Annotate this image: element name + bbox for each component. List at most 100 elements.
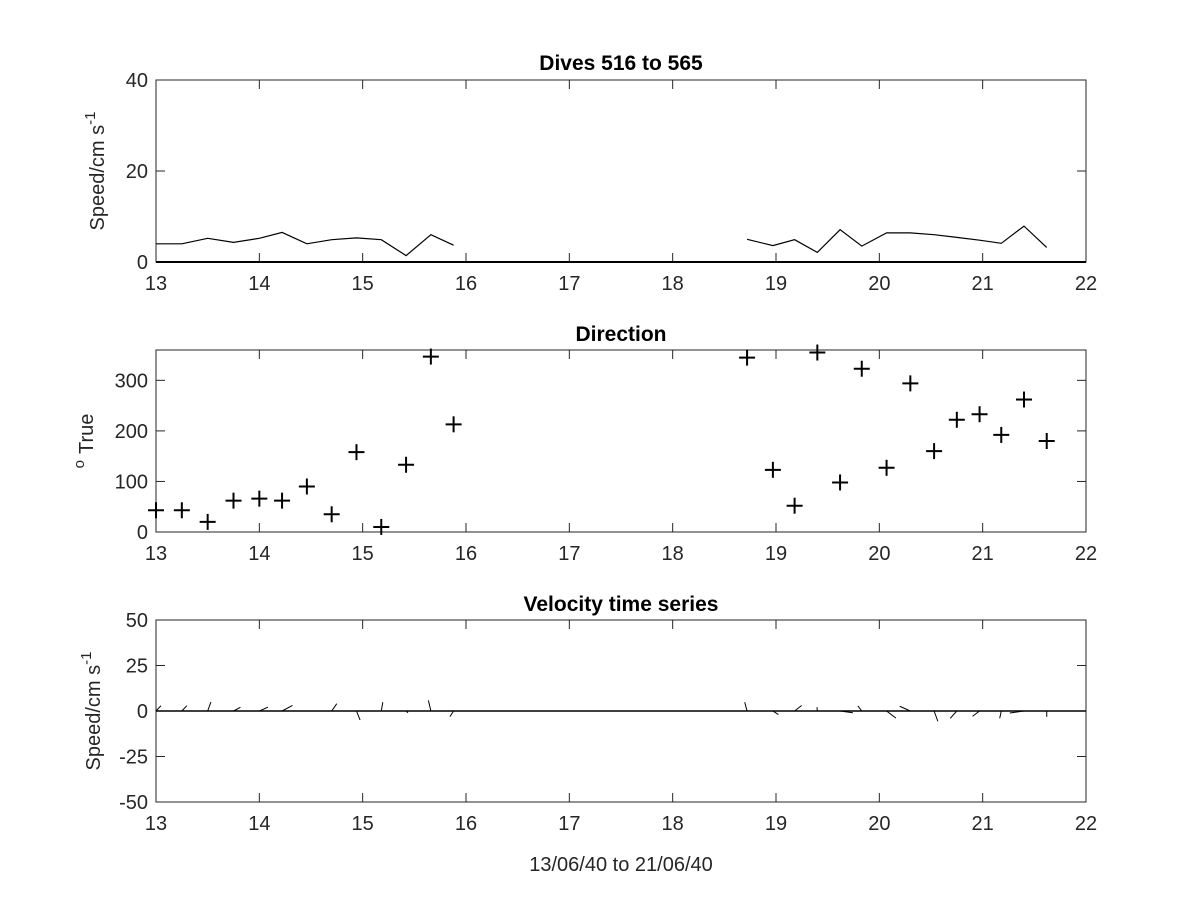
- direction-point: [832, 474, 849, 491]
- speed-panel: Dives 516 to 565 Speed/cm s-1 13 14 15 16 17…: [82, 52, 1097, 295]
- direction-point: [764, 461, 781, 478]
- direction-point: [902, 375, 919, 392]
- direction-plot-marks: [148, 344, 1055, 535]
- direction-point: [948, 411, 965, 428]
- x-tick-label: 21: [972, 813, 994, 835]
- direction-point: [739, 349, 756, 366]
- direction-point: [298, 478, 315, 495]
- x-tick-label: 21: [972, 273, 994, 295]
- direction-point: [445, 416, 462, 433]
- velocity-stick: [405, 710, 409, 714]
- direction-point: [1038, 433, 1055, 449]
- y-tick-label: -25: [119, 747, 148, 769]
- direction-panel-title: Direction: [575, 323, 666, 346]
- x-tick-label: 20: [868, 543, 890, 565]
- x-tick-label: 13: [145, 273, 167, 295]
- direction-point: [398, 456, 415, 473]
- direction-point: [251, 490, 268, 507]
- x-tick-label: 16: [455, 273, 477, 295]
- x-tick-label: 19: [765, 543, 787, 565]
- speed-axis-ticks: 13 14 15 16 17 18 19 20 21 22 0 20 40: [126, 70, 1097, 295]
- x-tick-label: 22: [1075, 273, 1097, 295]
- direction-point: [323, 506, 340, 523]
- direction-point: [853, 360, 870, 377]
- velocity-panel-title: Velocity time series: [524, 593, 719, 616]
- velocity-stick: [281, 705, 293, 712]
- x-tick-label: 19: [765, 813, 787, 835]
- velocity-stick: [999, 710, 1002, 719]
- direction-point: [786, 497, 803, 514]
- velocity-stick: [886, 710, 897, 719]
- y-tick-label: 300: [115, 370, 148, 392]
- velocity-stick: [899, 705, 911, 712]
- direction-point: [809, 344, 826, 361]
- x-tick-label: 14: [248, 543, 270, 565]
- direction-point: [274, 492, 291, 509]
- velocity-stick: [356, 710, 361, 721]
- x-tick-label: 22: [1075, 813, 1097, 835]
- direction-point: [373, 518, 390, 535]
- velocity-stick: [233, 706, 241, 712]
- x-tick-label: 20: [868, 813, 890, 835]
- y-tick-label: 0: [137, 701, 148, 723]
- speed-y-axis-label: Speed/cm s-1: [82, 112, 109, 231]
- direction-point: [422, 348, 439, 365]
- x-tick-label: 18: [662, 543, 684, 565]
- direction-point: [348, 444, 365, 461]
- speed-axes-box: [155, 79, 1087, 263]
- direction-point: [199, 513, 216, 530]
- speed-plot-marks: [156, 225, 1086, 263]
- y-tick-label: 200: [115, 421, 148, 443]
- direction-y-axis-label: oTrue: [71, 414, 98, 469]
- x-tick-label: 16: [455, 543, 477, 565]
- y-tick-label: 25: [126, 656, 148, 678]
- velocity-stick: [772, 710, 779, 715]
- x-tick-label: 17: [558, 543, 580, 565]
- speed-series-line: [156, 231, 454, 257]
- y-tick-label: 0: [137, 252, 148, 274]
- velocity-y-axis-label: Speed/cm s-1: [78, 652, 105, 771]
- y-tick-label: 20: [126, 161, 148, 183]
- y-tick-label: 100: [115, 471, 148, 493]
- x-tick-label: 13: [145, 543, 167, 565]
- speed-series-line: [746, 225, 1048, 254]
- y-tick-label: 40: [126, 70, 148, 92]
- velocity-stick: [933, 710, 939, 722]
- velocity-x-axis-label: 13/06/40 to 21/06/40: [529, 854, 713, 876]
- x-tick-label: 14: [248, 813, 270, 835]
- y-tick-label: 0: [137, 522, 148, 544]
- x-tick-label: 20: [868, 273, 890, 295]
- velocity-stick: [427, 700, 432, 712]
- y-tick-label: 50: [126, 610, 148, 632]
- direction-axis-ticks: 13 14 15 16 17 18 19 20 21 22 0 100 200 300: [115, 350, 1097, 565]
- velocity-stick: [181, 705, 188, 712]
- direction-point: [878, 459, 895, 476]
- velocity-stick: [259, 706, 269, 712]
- x-tick-label: 15: [352, 543, 374, 565]
- direction-point: [926, 443, 943, 460]
- velocity-stick: [949, 710, 958, 719]
- x-tick-label: 19: [765, 273, 787, 295]
- x-tick-label: 17: [558, 813, 580, 835]
- direction-point: [971, 406, 988, 423]
- x-tick-label: 13: [145, 813, 167, 835]
- direction-axes-box: [155, 349, 1087, 533]
- direction-point: [148, 502, 164, 519]
- x-tick-label: 18: [662, 273, 684, 295]
- direction-point: [1016, 391, 1032, 408]
- direction-point: [993, 426, 1010, 443]
- x-tick-label: 15: [352, 813, 374, 835]
- x-tick-label: 18: [662, 813, 684, 835]
- velocity-stick: [207, 701, 212, 712]
- x-tick-label: 22: [1075, 543, 1097, 565]
- x-tick-label: 15: [352, 273, 374, 295]
- direction-point: [173, 502, 190, 519]
- velocity-axis-ticks: 13 14 15 16 17 18 19 20 21 22 -50 -25 0 25 50: [119, 610, 1097, 835]
- y-tick-label: -50: [119, 792, 148, 814]
- velocity-stick: [449, 710, 455, 717]
- direction-point: [225, 492, 242, 509]
- speed-panel-title: Dives 516 to 565: [539, 52, 703, 75]
- velocity-stick: [1009, 710, 1025, 714]
- velocity-stick: [972, 710, 980, 717]
